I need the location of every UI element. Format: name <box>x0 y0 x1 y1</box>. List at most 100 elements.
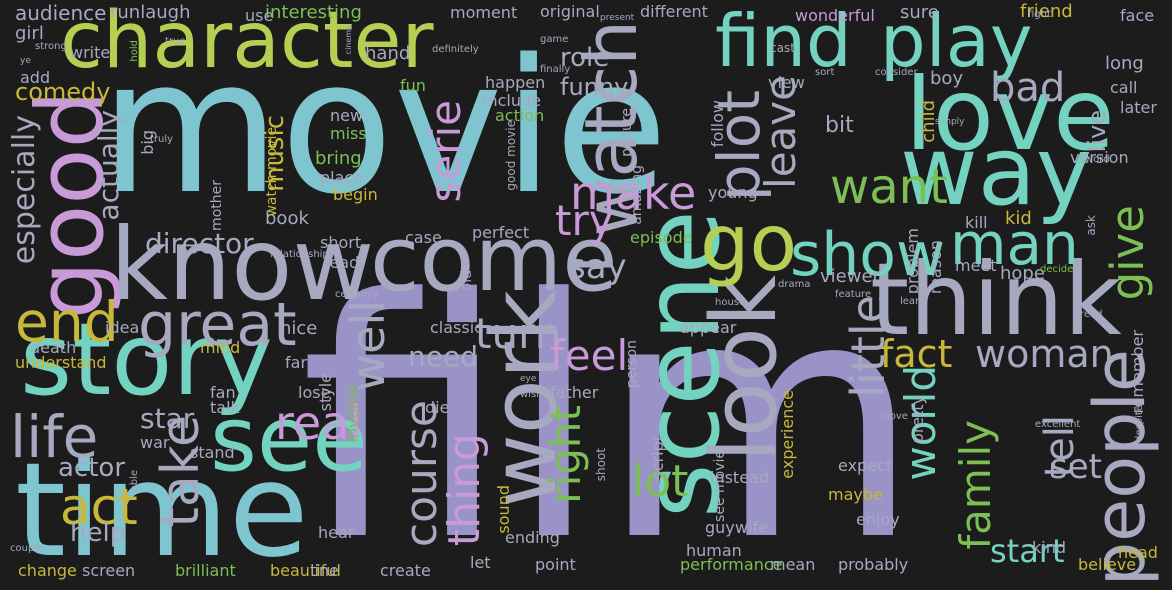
word-beautiful: beautiful <box>270 561 341 580</box>
word-show: show <box>790 220 946 290</box>
word-find: find <box>715 0 852 83</box>
word-set: set <box>1050 447 1102 487</box>
word-friend: friend <box>1020 1 1073 22</box>
word-maybe: maybe <box>828 485 883 504</box>
word-start: start <box>990 532 1065 570</box>
word-screen: screen <box>82 561 136 580</box>
word-appear: appear <box>680 318 737 337</box>
word-move: move <box>880 411 908 422</box>
word-help: help <box>70 518 127 548</box>
word-relationship: relationship <box>270 249 329 260</box>
word-kill: kill <box>965 213 988 232</box>
word-certainly: certainly <box>335 289 379 300</box>
word-style: style <box>316 373 335 412</box>
word-course: course <box>396 400 447 548</box>
word-expect: expect <box>838 456 893 475</box>
word-sure: sure <box>900 2 939 23</box>
word-call: call <box>1110 78 1138 97</box>
word-shoot: shoot <box>594 448 608 482</box>
word-wife: wife <box>735 518 769 537</box>
word-hear: hear <box>318 523 355 542</box>
word-believe: believe <box>1078 555 1137 574</box>
word-man: man <box>950 210 1079 278</box>
word-line: line <box>310 561 339 580</box>
word-add: add <box>20 68 51 87</box>
word-amazing: amazing <box>629 165 645 225</box>
word-despite: despite <box>1134 405 1145 442</box>
word-watch-movie: watch movie <box>264 127 280 217</box>
word-house: house <box>715 297 746 308</box>
word-point: point <box>535 555 576 574</box>
word-version: version <box>1070 148 1129 167</box>
word-stand: stand <box>190 443 235 462</box>
word-end: end <box>15 290 119 354</box>
word-enjoy: enjoy <box>856 510 900 529</box>
word-present: present <box>600 13 635 23</box>
word-bad: bad <box>990 65 1066 111</box>
word-sound: sound <box>494 485 513 534</box>
word-great: great <box>138 290 297 360</box>
word-case: case <box>405 228 442 247</box>
word-little: little <box>841 295 895 398</box>
word-come: come <box>370 207 618 312</box>
word-miss: miss <box>330 124 367 143</box>
word-need: need <box>408 340 478 373</box>
word-different: different <box>640 2 708 21</box>
word-interesting: interesting <box>265 2 362 23</box>
word-lot: lot <box>632 456 689 507</box>
word-see: see <box>210 387 368 492</box>
word-kind: kind <box>1032 538 1067 557</box>
word-pretty: pretty <box>908 395 927 444</box>
word-good-movie: good movie <box>504 120 518 191</box>
word-comedy: comedy <box>15 78 111 106</box>
word-right: right <box>541 405 590 504</box>
word-woman: woman <box>975 332 1114 376</box>
word-read: read <box>1080 309 1103 320</box>
word-learn: learn <box>900 296 926 307</box>
word-classic: classic <box>430 318 483 337</box>
word-bit: bit <box>825 113 854 138</box>
word-nice: nice <box>280 318 318 339</box>
word-ending: ending <box>505 528 560 547</box>
word-act: act <box>60 478 138 536</box>
word-real: real <box>275 396 363 450</box>
word-definitely: definitely <box>432 44 479 55</box>
word-involve: involve <box>343 385 362 443</box>
word-consider: consider <box>875 67 918 78</box>
word-kid: kid <box>1005 208 1032 229</box>
word-action: action <box>495 106 545 125</box>
word-role: role <box>560 43 610 73</box>
word-cinema: cinema <box>344 25 353 55</box>
word-feel: feel <box>550 331 629 380</box>
word-feature: feature <box>835 289 872 300</box>
word-fact: fact <box>880 332 953 376</box>
word-go: go <box>700 199 798 289</box>
word-wonderful: wonderful <box>795 6 875 25</box>
word-later: later <box>1120 98 1157 117</box>
word-include: include <box>483 91 541 110</box>
word-person: person <box>624 340 640 388</box>
word-hope: hope <box>1000 263 1045 284</box>
word-audience: audience <box>15 1 107 25</box>
word-head: head <box>1118 543 1158 562</box>
word-view: view <box>768 73 805 92</box>
word-true: true <box>165 36 186 47</box>
word-fan: fan <box>210 383 236 402</box>
word-reason: reason <box>926 240 945 295</box>
word-problem: problem <box>903 228 922 295</box>
word-truly: truly <box>150 134 174 145</box>
word-war: war <box>140 433 170 452</box>
word-death: death <box>30 338 77 357</box>
word-die: die <box>425 398 450 417</box>
word-ye: ye <box>20 56 31 66</box>
word-remember: remember <box>1128 330 1147 414</box>
word-viewer: viewer <box>820 266 880 287</box>
word-know: know <box>110 206 375 323</box>
word-movie: movie <box>100 19 669 235</box>
word-life: life <box>10 403 99 471</box>
word-lead: lead <box>325 253 360 272</box>
word-play: play <box>880 0 1033 83</box>
word-way: way <box>900 117 1093 227</box>
word-ask: ask <box>1084 215 1098 236</box>
